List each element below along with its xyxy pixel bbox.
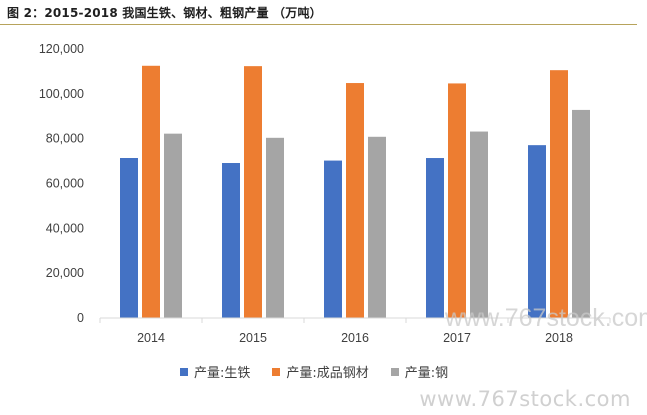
watermark-bottom: www.767stock.com — [419, 387, 631, 411]
bar-chart: 0 20,000 40,000 60,000 80,000 100,000 120,000 2… — [39, 42, 647, 345]
bar — [550, 70, 568, 319]
watermark-chart: www.767stock.com — [444, 304, 647, 332]
bar — [164, 133, 182, 318]
chart-legend: 产量:生铁 产量:成品钢材 产量:钢 — [180, 362, 448, 381]
legend-item-finished-steel: 产量:成品钢材 — [272, 362, 369, 381]
y-tick-label: 0 — [77, 311, 84, 325]
bar — [572, 109, 590, 319]
y-tick-label: 40,000 — [46, 221, 84, 235]
bar — [120, 158, 138, 318]
legend-item-crude-steel: 产量:钢 — [390, 362, 449, 381]
x-tick-label: 2014 — [137, 331, 165, 345]
bar — [528, 145, 546, 318]
legend-swatch-finished-steel — [272, 367, 281, 376]
bar — [426, 158, 444, 318]
x-tick-label: 2016 — [341, 331, 369, 345]
y-tick-label: 100,000 — [39, 87, 84, 101]
legend-item-pig-iron: 产量:生铁 — [180, 362, 250, 381]
x-tick-label: 2018 — [545, 331, 573, 345]
bar — [368, 136, 386, 318]
y-tick-label: 120,000 — [39, 42, 84, 56]
bar — [448, 83, 466, 318]
x-tick-label: 2015 — [239, 331, 267, 345]
bar — [222, 163, 240, 318]
y-tick-label: 60,000 — [46, 177, 84, 191]
y-tick-label: 80,000 — [46, 132, 84, 146]
y-tick-label: 20,000 — [46, 266, 84, 280]
legend-swatch-crude-steel — [390, 367, 399, 376]
bar — [346, 83, 364, 318]
legend-label-crude-steel: 产量:钢 — [404, 366, 449, 381]
figure-title: 图 2：2015-2018 我国生铁、钢材、粗钢产量 （万吨） — [7, 6, 322, 20]
x-tick-label: 2017 — [443, 331, 471, 345]
legend-label-pig-iron: 产量:生铁 — [194, 366, 251, 381]
bar — [266, 137, 284, 318]
bar — [470, 131, 488, 318]
bar — [324, 160, 342, 318]
bar — [142, 65, 160, 318]
title-rule — [0, 24, 637, 25]
bar — [244, 66, 262, 319]
legend-swatch-pig-iron — [180, 367, 188, 376]
legend-label-finished-steel: 产量:成品钢材 — [286, 366, 369, 381]
